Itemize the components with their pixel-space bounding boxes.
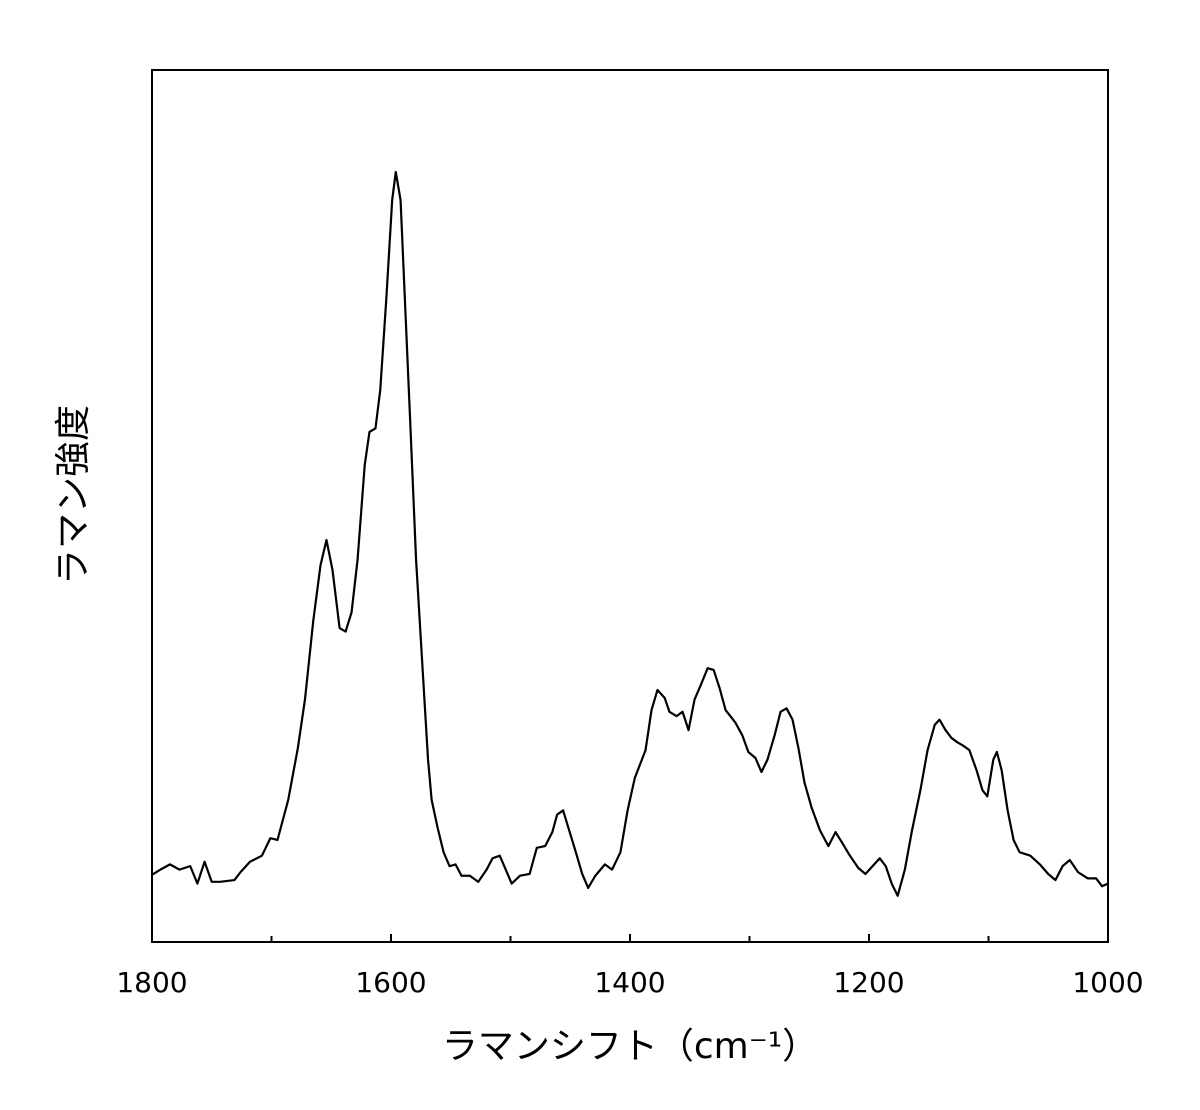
plot-frame bbox=[151, 69, 1109, 943]
x-tick-label: 1800 bbox=[116, 966, 187, 999]
x-tick-label: 1200 bbox=[833, 966, 904, 999]
spectrum-line bbox=[151, 170, 1109, 897]
y-axis-label: ラマン強度 bbox=[53, 405, 94, 585]
x-tick-label: 1600 bbox=[355, 966, 426, 999]
x-tick-label: 1400 bbox=[594, 966, 665, 999]
x-axis-label: ラマンシフト（cm⁻¹） bbox=[442, 1026, 818, 1067]
x-tick-label: 1000 bbox=[1072, 966, 1143, 999]
